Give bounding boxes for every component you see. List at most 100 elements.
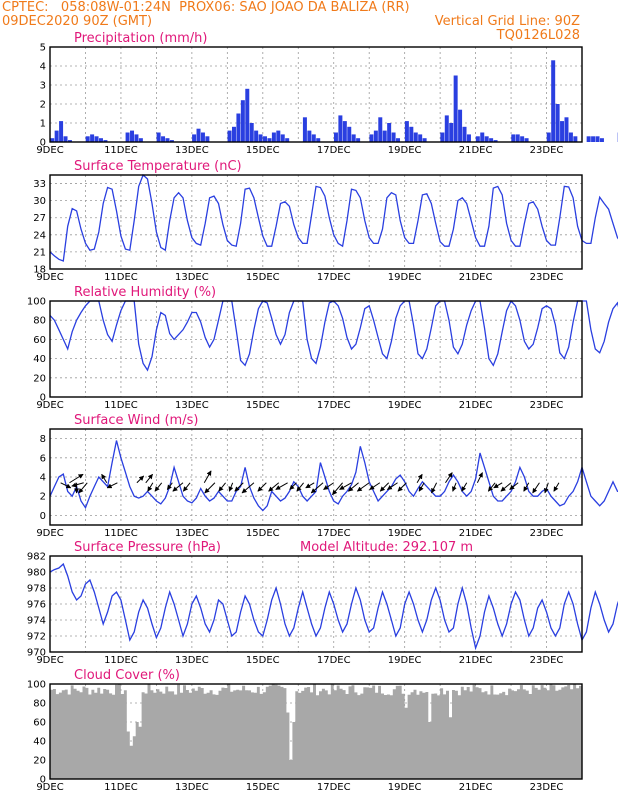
- panel-frame: [49, 174, 583, 270]
- precip-bar: [599, 138, 604, 142]
- precip-bar: [458, 109, 463, 142]
- x-tick-label: 21DEC: [459, 400, 493, 411]
- x-tick-label: 11DEC: [104, 528, 138, 539]
- wind-arrow: [241, 482, 255, 494]
- panel-title: Cloud Cover (%): [74, 668, 180, 683]
- wind-arrow: [509, 482, 519, 490]
- y-tick-label: 4: [40, 473, 46, 484]
- panel-5: 970 972 974 976 978 980 982 9DEC 11DEC 13DEC 15DEC…: [27, 540, 618, 666]
- wind-arrow: [310, 482, 324, 494]
- x-tick-label: 21DEC: [459, 528, 493, 539]
- wind-arrow: [452, 482, 457, 492]
- precip-bar: [227, 130, 232, 142]
- precip-bar: [573, 136, 578, 142]
- x-tick-label: 21DEC: [459, 145, 493, 156]
- precip-bar: [515, 134, 520, 142]
- wind-arrow: [60, 482, 72, 489]
- x-tick-label: 21DEC: [459, 655, 493, 666]
- x-tick-label: 11DEC: [104, 145, 138, 156]
- wind-arrow: [234, 482, 244, 492]
- precip-bar: [205, 136, 210, 142]
- y-tick-label: 3: [40, 81, 46, 92]
- wind-arrow: [147, 482, 154, 492]
- precip-bar: [245, 88, 250, 142]
- precip-bar: [409, 126, 414, 142]
- precip-bar: [378, 117, 383, 142]
- precip-bar: [271, 132, 276, 142]
- x-tick-label: 23DEC: [530, 655, 564, 666]
- precip-bar: [347, 126, 352, 142]
- x-tick-label: 11DEC: [104, 655, 138, 666]
- y-tick-label: 4: [40, 62, 46, 73]
- x-tick-label: 15DEC: [246, 528, 280, 539]
- precip-bar: [489, 138, 494, 142]
- wind-arrow: [339, 482, 352, 490]
- wind-arrow: [379, 482, 390, 492]
- wind-arrow: [523, 482, 530, 492]
- precip-bar: [196, 128, 201, 142]
- x-tick-label: 11DEC: [104, 782, 138, 793]
- precip-bar: [453, 75, 458, 142]
- precip-bar: [520, 136, 525, 142]
- wind-arrow: [553, 482, 560, 492]
- x-tick-label: 11DEC: [104, 272, 138, 283]
- y-tick-label: 18: [33, 265, 46, 276]
- x-tick-label: 9DEC: [36, 528, 63, 539]
- wind-arrow: [71, 482, 84, 488]
- precip-bar: [551, 60, 556, 142]
- precip-bar: [165, 138, 170, 142]
- wind-arrow: [204, 482, 216, 494]
- precip-bar: [254, 130, 259, 142]
- wind-arrow: [386, 482, 398, 490]
- wind-arrow: [332, 482, 343, 496]
- wind-arrow: [289, 482, 297, 490]
- precip-bar: [85, 136, 90, 142]
- precip-bar: [422, 138, 427, 142]
- y-tick-label: 2: [40, 492, 46, 503]
- wind-arrow: [418, 482, 425, 492]
- y-tick-label: 80: [33, 316, 46, 327]
- x-tick-label: 9DEC: [36, 272, 63, 283]
- precip-bar: [169, 140, 174, 142]
- precip-bar: [134, 134, 139, 142]
- x-tick-label: 17DEC: [317, 272, 351, 283]
- precip-bar: [342, 121, 347, 142]
- precip-bar: [276, 130, 281, 142]
- wind-arrow: [431, 482, 438, 494]
- x-tick-label: 15DEC: [246, 655, 280, 666]
- model-altitude-label: Model Altitude: 292.107 m: [300, 540, 473, 555]
- precip-bar: [54, 130, 59, 142]
- y-tick-label: 970: [27, 648, 46, 659]
- y-tick-label: 100: [27, 680, 46, 691]
- y-tick-label: 974: [27, 616, 46, 627]
- wind-arrow: [106, 482, 118, 489]
- panel-3: 0 20 40 60 80 100 9DEC 11DEC 13DEC 15DEC 17DEC 19DE…: [27, 285, 618, 411]
- y-tick-label: 60: [33, 335, 46, 346]
- series-line: [49, 173, 618, 262]
- precip-bar: [161, 136, 166, 142]
- wind-arrow: [78, 482, 88, 494]
- x-tick-label: 9DEC: [36, 145, 63, 156]
- precip-bar: [546, 132, 551, 142]
- precip-bar: [351, 134, 356, 142]
- wind-arrow: [182, 482, 191, 492]
- x-tick-label: 13DEC: [175, 400, 209, 411]
- wind-arrow: [166, 482, 173, 490]
- wind-arrow: [323, 482, 335, 490]
- precip-bar: [285, 138, 290, 142]
- wind-arrow: [532, 482, 540, 494]
- precip-bar: [484, 136, 489, 142]
- y-tick-label: 100: [27, 297, 46, 308]
- y-tick-label: 21: [33, 247, 46, 258]
- y-tick-label: 80: [33, 699, 46, 710]
- precip-bar: [462, 126, 467, 142]
- panel-title: Surface Temperature (nC): [74, 159, 242, 174]
- precip-bar: [524, 138, 529, 142]
- y-tick-label: 20: [33, 373, 46, 384]
- panel-frame: [49, 46, 583, 143]
- precip-bar: [555, 104, 560, 142]
- precip-bar: [373, 130, 378, 142]
- y-tick-label: 0: [40, 775, 46, 786]
- series-line: [49, 562, 618, 651]
- x-tick-label: 19DEC: [388, 400, 422, 411]
